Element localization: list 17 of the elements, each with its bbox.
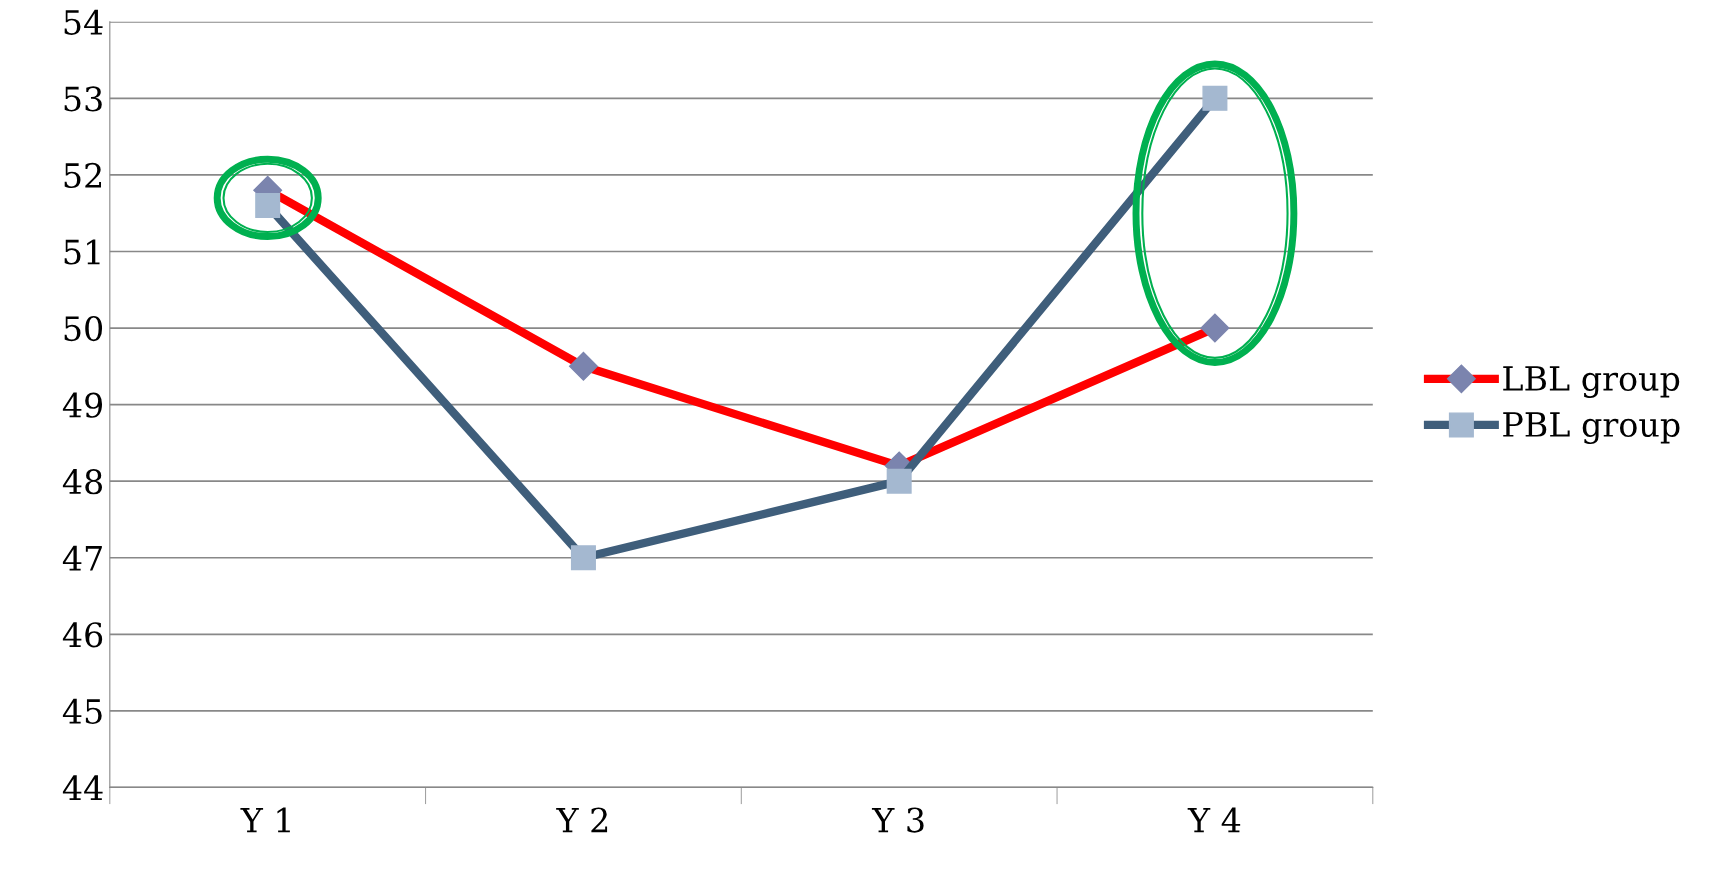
y-tick-label: 47 [62,545,102,571]
legend-label: PBL group [1503,412,1680,445]
y-tick-label: 44 [62,775,103,801]
y-tick-label: 51 [64,239,100,265]
y-tick-label: 50 [64,315,103,342]
y-tick-label: 49 [62,392,103,418]
x-tick-label: Y 4 [1187,807,1241,833]
y-tick-label: 45 [62,698,102,724]
x-tick-label: Y 3 [871,807,924,833]
legend-label: LBL group [1503,366,1680,398]
y-tick-label: 48 [62,469,103,495]
x-tick-label: Y 2 [556,807,608,833]
y-tick-label: 54 [64,9,103,35]
y-tick-label: 53 [64,86,102,112]
y-tick-label: 46 [62,622,103,648]
y-tick-label: 52 [64,162,101,189]
x-tick-label: Y 1 [240,807,290,833]
